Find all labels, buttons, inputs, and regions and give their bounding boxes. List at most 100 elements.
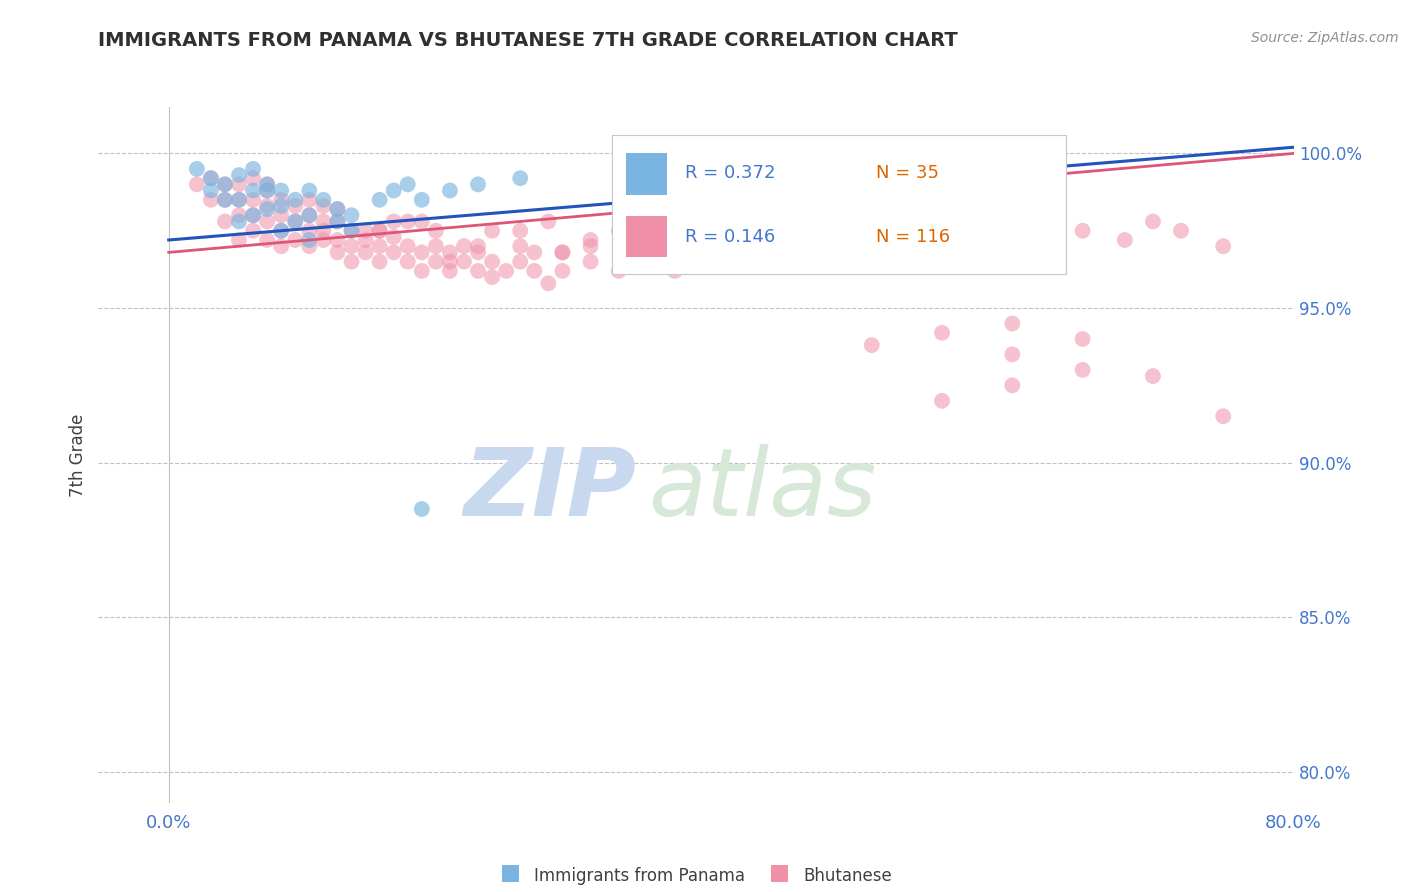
Point xyxy=(256,178,278,192)
Point xyxy=(1029,214,1052,228)
Point xyxy=(1212,409,1234,424)
Point xyxy=(439,264,461,278)
Point xyxy=(425,254,447,268)
Point xyxy=(692,245,714,260)
Point xyxy=(256,199,278,213)
Point xyxy=(467,178,489,192)
Point xyxy=(242,184,264,198)
Point xyxy=(1001,224,1024,238)
Text: IMMIGRANTS FROM PANAMA VS BHUTANESE 7TH GRADE CORRELATION CHART: IMMIGRANTS FROM PANAMA VS BHUTANESE 7TH … xyxy=(98,31,957,50)
Point xyxy=(326,202,349,216)
Point xyxy=(214,214,236,228)
Point xyxy=(228,233,250,247)
Point xyxy=(298,239,321,253)
Point xyxy=(664,264,686,278)
Point xyxy=(186,178,208,192)
Point xyxy=(186,161,208,176)
Point xyxy=(790,254,813,268)
Point xyxy=(256,184,278,198)
Point xyxy=(214,178,236,192)
Point xyxy=(1071,224,1094,238)
Point xyxy=(931,326,953,340)
Text: ZIP: ZIP xyxy=(464,443,637,536)
Point xyxy=(1142,369,1164,384)
Point xyxy=(312,199,335,213)
Text: atlas: atlas xyxy=(648,444,876,535)
Point xyxy=(256,214,278,228)
Point xyxy=(340,224,363,238)
Point xyxy=(411,245,433,260)
Point xyxy=(1212,239,1234,253)
Y-axis label: 7th Grade: 7th Grade xyxy=(69,413,87,497)
Point xyxy=(692,245,714,260)
Point xyxy=(312,193,335,207)
Point xyxy=(481,254,503,268)
Point xyxy=(270,193,292,207)
Point xyxy=(439,245,461,260)
Point xyxy=(284,199,307,213)
Point xyxy=(340,239,363,253)
Point xyxy=(270,184,292,198)
Point xyxy=(326,233,349,247)
Point xyxy=(326,245,349,260)
Point xyxy=(354,224,377,238)
Point xyxy=(228,208,250,222)
Point xyxy=(298,233,321,247)
Point xyxy=(228,193,250,207)
Point xyxy=(256,233,278,247)
Point xyxy=(298,224,321,238)
Point xyxy=(832,224,855,238)
Point xyxy=(411,264,433,278)
Point xyxy=(326,214,349,228)
Legend: Immigrants from Panama, Bhutanese: Immigrants from Panama, Bhutanese xyxy=(501,867,891,885)
Point xyxy=(214,178,236,192)
Point xyxy=(551,245,574,260)
Point xyxy=(467,264,489,278)
Point xyxy=(368,239,391,253)
Point xyxy=(256,184,278,198)
Point xyxy=(509,239,531,253)
Point xyxy=(298,184,321,198)
Point xyxy=(509,254,531,268)
Point xyxy=(382,214,405,228)
Point xyxy=(396,239,419,253)
Point xyxy=(200,171,222,186)
Point xyxy=(340,208,363,222)
Point xyxy=(748,239,770,253)
Point xyxy=(284,214,307,228)
Point xyxy=(368,193,391,207)
Point xyxy=(579,254,602,268)
Point xyxy=(1001,317,1024,331)
Point xyxy=(481,224,503,238)
Point xyxy=(1001,347,1024,361)
Point xyxy=(551,264,574,278)
Point xyxy=(411,214,433,228)
Point xyxy=(396,254,419,268)
Point xyxy=(467,239,489,253)
Point xyxy=(607,224,630,238)
Point xyxy=(242,171,264,186)
Point xyxy=(312,214,335,228)
Point xyxy=(242,161,264,176)
Point xyxy=(439,254,461,268)
Text: Source: ZipAtlas.com: Source: ZipAtlas.com xyxy=(1251,31,1399,45)
Point xyxy=(270,224,292,238)
Point xyxy=(439,184,461,198)
Point xyxy=(551,245,574,260)
Point xyxy=(270,224,292,238)
Point xyxy=(214,193,236,207)
Point xyxy=(537,214,560,228)
Point xyxy=(860,338,883,352)
Point xyxy=(368,254,391,268)
Point xyxy=(453,239,475,253)
Point xyxy=(425,224,447,238)
Point xyxy=(762,239,785,253)
Point xyxy=(368,224,391,238)
Point xyxy=(354,233,377,247)
Point xyxy=(270,239,292,253)
Point xyxy=(200,193,222,207)
Point xyxy=(411,502,433,516)
Point xyxy=(1071,332,1094,346)
Point xyxy=(467,245,489,260)
Point xyxy=(396,214,419,228)
